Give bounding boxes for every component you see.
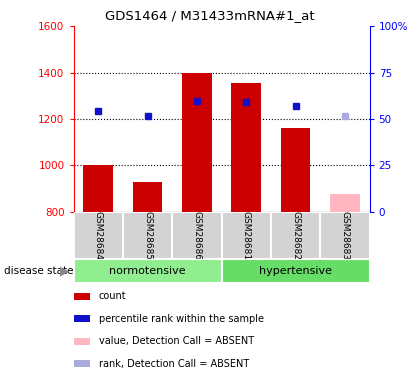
Text: GSM28682: GSM28682: [291, 211, 300, 260]
Text: count: count: [99, 291, 126, 301]
Bar: [281, 128, 310, 212]
Text: GSM28684: GSM28684: [94, 211, 102, 260]
Bar: [74, 212, 123, 259]
Bar: [330, 195, 360, 212]
Bar: [74, 292, 90, 300]
Text: GSM28681: GSM28681: [242, 211, 251, 260]
Text: GSM28686: GSM28686: [192, 211, 201, 260]
Text: GSM28683: GSM28683: [341, 211, 349, 260]
Text: hypertensive: hypertensive: [259, 266, 332, 276]
Bar: [182, 73, 212, 212]
Text: GDS1464 / M31433mRNA#1_at: GDS1464 / M31433mRNA#1_at: [105, 9, 315, 22]
Bar: [231, 83, 261, 212]
Bar: [172, 212, 222, 259]
Text: ▶: ▶: [60, 264, 69, 278]
Bar: [222, 259, 370, 283]
Text: value, Detection Call = ABSENT: value, Detection Call = ABSENT: [99, 336, 254, 346]
Bar: [320, 212, 370, 259]
Text: GSM28685: GSM28685: [143, 211, 152, 260]
Bar: [123, 212, 172, 259]
Text: normotensive: normotensive: [109, 266, 186, 276]
Bar: [133, 182, 163, 212]
Bar: [74, 338, 90, 345]
Text: disease state: disease state: [4, 266, 74, 276]
Text: percentile rank within the sample: percentile rank within the sample: [99, 314, 264, 324]
Bar: [271, 212, 320, 259]
Bar: [222, 212, 271, 259]
Bar: [74, 315, 90, 322]
Bar: [74, 259, 222, 283]
Bar: [84, 165, 113, 212]
Text: rank, Detection Call = ABSENT: rank, Detection Call = ABSENT: [99, 359, 249, 369]
Bar: [74, 360, 90, 368]
